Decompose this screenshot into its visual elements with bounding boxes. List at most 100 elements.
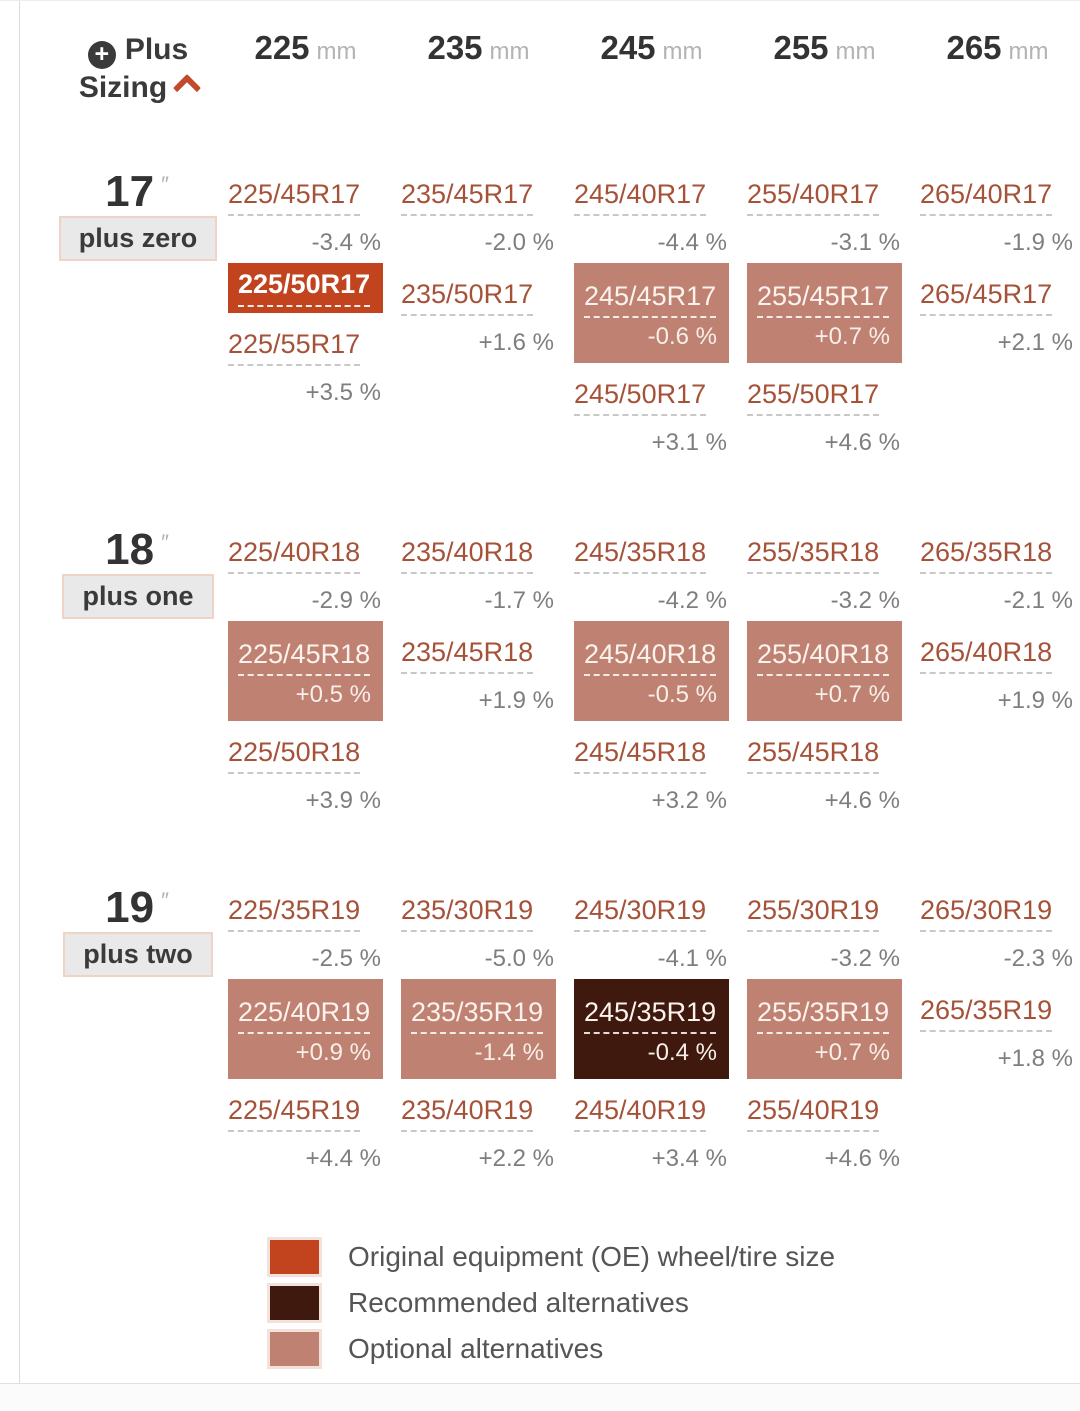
tire-size-link[interactable]: 235/30R19 [401, 895, 534, 933]
tire-size-link[interactable]: 265/40R18 [920, 637, 1053, 675]
tire-size-cell: 245/40R19 +3.4 % [574, 1079, 729, 1179]
tire-size-link[interactable]: 265/35R19 [920, 995, 1053, 1033]
plus-sizing-toggle[interactable]: + Plus Sizing [48, 25, 228, 163]
rim-diameter-value: 18 [105, 525, 155, 574]
tire-size-link[interactable]: 225/40R19 [238, 997, 371, 1035]
tire-size-link[interactable]: 245/35R19 [584, 997, 717, 1035]
size-column-265: 265/30R19 -2.3 % 265/35R19 +1.8 % [920, 879, 1075, 1179]
column-width-unit: mm [316, 38, 357, 65]
diameter-difference: +3.4 % [651, 1145, 727, 1172]
tire-size-link[interactable]: 245/45R17 [584, 281, 717, 319]
size-column-235: 235/40R18 -1.7 % 235/45R18 +1.9 % [401, 521, 556, 821]
diameter-difference: -1.7 % [484, 587, 554, 614]
tire-size-link[interactable]: 225/40R18 [228, 537, 361, 575]
diameter-difference: +0.5 % [295, 681, 371, 708]
tire-size-link[interactable]: 265/35R18 [920, 537, 1053, 575]
tire-size-cell: 255/50R17 +4.6 % [747, 363, 902, 463]
tire-size-link[interactable]: 245/45R18 [574, 737, 707, 775]
tire-size-link[interactable]: 225/55R17 [228, 329, 361, 367]
diameter-difference: +2.1 % [997, 329, 1073, 356]
tire-size-link[interactable]: 225/45R18 [238, 639, 371, 677]
tire-size-cell: 255/40R19 +4.6 % [747, 1079, 902, 1179]
diameter-difference: +3.9 % [305, 787, 381, 814]
tire-size-cell: 225/45R17 -3.4 % [228, 163, 383, 263]
rim-diameter: 19 ″ [48, 879, 228, 930]
legend-item-recommended: Recommended alternatives [267, 1283, 1075, 1323]
tire-size-link[interactable]: 225/45R17 [228, 179, 361, 217]
tire-size-link[interactable]: 225/50R18 [228, 737, 361, 775]
tire-size-cell: 225/55R17 +3.5 % [228, 313, 383, 413]
tire-size-link[interactable]: 235/40R19 [401, 1095, 534, 1133]
diameter-difference: -1.9 % [1003, 229, 1073, 256]
tire-size-link[interactable]: 255/35R19 [757, 997, 890, 1035]
tire-size-cell: 265/45R17 +2.1 % [920, 263, 1075, 363]
tire-size-link[interactable]: 245/40R17 [574, 179, 707, 217]
tire-size-link[interactable]: 255/30R19 [747, 895, 880, 933]
inch-mark: ″ [161, 530, 171, 555]
tire-size-link[interactable]: 255/50R17 [747, 379, 880, 417]
chevron-up-icon[interactable] [173, 73, 202, 103]
column-width-value: 255 [773, 29, 829, 66]
tire-size-cell-oe: 225/50R17 OE [228, 263, 416, 313]
diameter-difference: -3.4 % [311, 229, 381, 256]
plus-sizing-table: + Plus Sizing 225 mm 235 mm 245 mm 255 mm 265 mm 1… [48, 25, 1075, 1375]
diameter-difference: +4.6 % [824, 787, 900, 814]
tire-size-link[interactable]: 245/35R18 [574, 537, 707, 575]
tire-size-link[interactable]: 235/45R17 [401, 179, 534, 217]
tire-size-link[interactable]: 255/40R17 [747, 179, 880, 217]
tire-size-link[interactable]: 245/30R19 [574, 895, 707, 933]
size-column-235: 235/45R17 -2.0 % 235/50R17 +1.6 % [401, 163, 556, 463]
rim-diameter-value: 17 [105, 167, 155, 216]
tire-size-link[interactable]: 225/35R19 [228, 895, 361, 933]
tire-size-cell: 265/40R17 -1.9 % [920, 163, 1075, 263]
size-group-18-inch: 18 ″ plus one 225/40R18 -2.9 % 225/45R18 +0.5 … [48, 521, 1075, 821]
tire-size-link[interactable]: 265/30R19 [920, 895, 1053, 933]
diameter-difference: +1.8 % [997, 1045, 1073, 1072]
tire-size-link[interactable]: 255/40R18 [757, 639, 890, 677]
tire-size-link[interactable]: 245/50R17 [574, 379, 707, 417]
column-width-value: 245 [600, 29, 656, 66]
tire-size-link[interactable]: 255/45R17 [757, 281, 890, 319]
tire-size-link[interactable]: 265/40R17 [920, 179, 1053, 217]
tire-size-cell: 235/30R19 -5.0 % [401, 879, 556, 979]
tire-size-cell: 255/35R18 -3.2 % [747, 521, 902, 621]
tire-size-cell: 245/40R17 -4.4 % [574, 163, 729, 263]
tire-size-cell: 225/40R18 -2.9 % [228, 521, 383, 621]
tire-size-link[interactable]: 225/50R17 [238, 269, 371, 307]
tire-size-link[interactable]: 255/35R18 [747, 537, 880, 575]
size-column-255: 255/40R17 -3.1 % 255/45R17 +0.7 % 255/50R17 +… [747, 163, 902, 463]
tire-size-link[interactable]: 235/50R17 [401, 279, 534, 317]
size-group-17-inch: 17 ″ plus zero 225/45R17 -3.4 % 225/50R17 OE 22… [48, 163, 1075, 463]
column-header-225: 225 mm [228, 25, 383, 163]
diameter-difference: +4.6 % [824, 429, 900, 456]
size-column-255: 255/35R18 -3.2 % 255/40R18 +0.7 % 255/45R18 +… [747, 521, 902, 821]
tire-size-link[interactable]: 225/45R19 [228, 1095, 361, 1133]
tire-size-link[interactable]: 265/45R17 [920, 279, 1053, 317]
tire-size-cell: 265/35R18 -2.1 % [920, 521, 1075, 621]
tire-size-link[interactable]: 255/45R18 [747, 737, 880, 775]
tire-size-link[interactable]: 245/40R19 [574, 1095, 707, 1133]
column-width-unit: mm [489, 38, 530, 65]
tire-size-link[interactable]: 255/40R19 [747, 1095, 880, 1133]
legend-swatch-oe [267, 1237, 322, 1277]
size-column-235: 235/30R19 -5.0 % 235/35R19 -1.4 % 235/40R19 +… [401, 879, 556, 1179]
tire-size-cell: 265/40R18 +1.9 % [920, 621, 1075, 721]
diameter-difference: -4.2 % [657, 587, 727, 614]
diameter-difference: -3.2 % [830, 945, 900, 972]
tire-size-cell-optional: 225/40R19 +0.9 % [228, 979, 383, 1079]
tire-size-link[interactable]: 235/40R18 [401, 537, 534, 575]
rim-diameter-value: 19 [105, 883, 155, 932]
tire-size-link[interactable]: 235/35R19 [411, 997, 544, 1035]
column-header-255: 255 mm [747, 25, 902, 163]
legend: Original equipment (OE) wheel/tire size R… [267, 1237, 1075, 1369]
tire-size-link[interactable]: 245/40R18 [584, 639, 717, 677]
column-width-unit: mm [835, 38, 876, 65]
diameter-difference: +0.7 % [814, 1039, 890, 1066]
tire-size-link[interactable]: 235/45R18 [401, 637, 534, 675]
tire-size-cell-optional: 225/45R18 +0.5 % [228, 621, 383, 721]
diameter-difference: +0.9 % [295, 1039, 371, 1066]
table-header-row: + Plus Sizing 225 mm 235 mm 245 mm 255 mm 265 mm [48, 25, 1075, 163]
plus-sizing-title-line1: Plus [124, 33, 189, 66]
column-width-value: 225 [254, 29, 310, 66]
